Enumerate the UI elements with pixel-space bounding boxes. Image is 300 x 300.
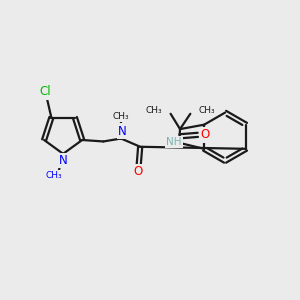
- Text: O: O: [134, 165, 143, 178]
- Text: NH: NH: [166, 137, 182, 147]
- Text: CH₃: CH₃: [46, 171, 63, 180]
- Text: O: O: [201, 128, 210, 141]
- Text: CH₃: CH₃: [146, 106, 162, 115]
- Text: Cl: Cl: [40, 85, 51, 98]
- Text: CH₃: CH₃: [199, 106, 215, 115]
- Text: N: N: [118, 125, 127, 138]
- Text: CH₃: CH₃: [113, 112, 129, 121]
- Text: N: N: [59, 154, 68, 167]
